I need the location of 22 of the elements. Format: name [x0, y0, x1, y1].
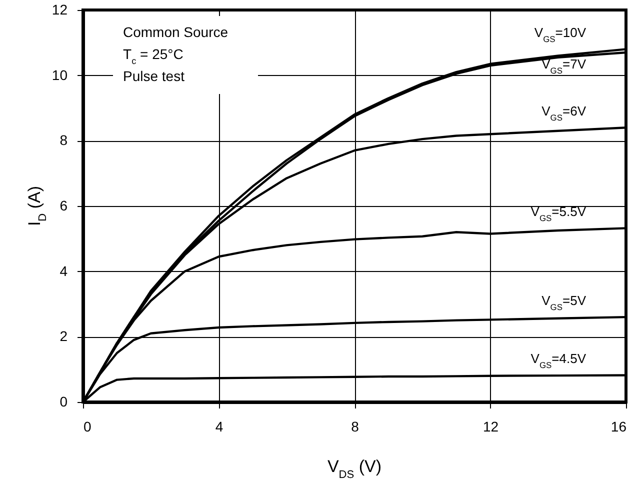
- series-label: V$_{GS}$=5V: [542, 293, 586, 312]
- annotation: Pulse test: [123, 68, 185, 84]
- x-tick-label: 16: [610, 418, 627, 434]
- y-tick-label: 2: [60, 328, 68, 344]
- series-label: V$_{GS}$=7V: [542, 56, 586, 76]
- series-label: V$_{GS}$=4.5V: [530, 351, 586, 370]
- x-axis-title: V$_{DS}$ (V): [327, 457, 382, 481]
- x-tick-label: 8: [351, 418, 360, 434]
- y-tick-label: 8: [60, 132, 68, 148]
- x-tick-label: 12: [482, 418, 499, 434]
- series-label: V$_{GS}$=5.5V: [530, 204, 586, 224]
- x-tick-label: 0: [84, 418, 92, 434]
- y-tick-label: 0: [60, 394, 68, 410]
- y-tick-label: 6: [60, 198, 68, 214]
- x-tick-label: 4: [215, 418, 224, 434]
- series-label: V$_{GS}$=10V: [534, 25, 586, 44]
- y-tick-label: 4: [60, 262, 68, 279]
- annotation: Common Source: [123, 24, 228, 40]
- y-tick-label: 12: [52, 2, 68, 18]
- y-tick-label: 10: [52, 66, 68, 83]
- series-label: V$_{GS}$=6V: [542, 104, 586, 123]
- annotation: T$_{c}$ = 25°C: [123, 46, 184, 66]
